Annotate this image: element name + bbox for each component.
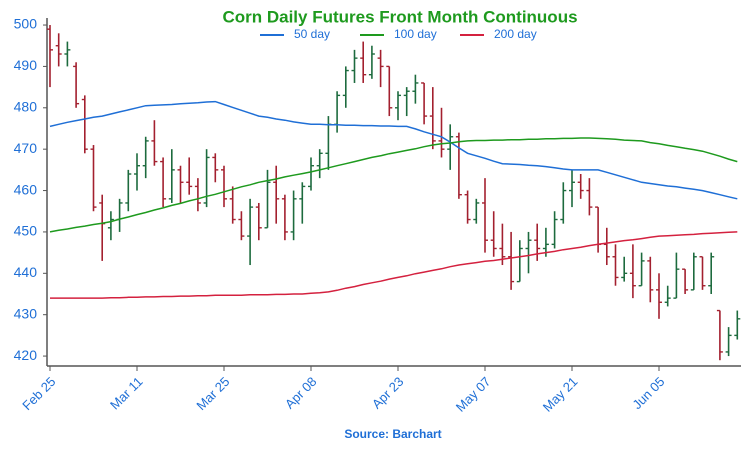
y-tick-label: 500 xyxy=(14,16,38,32)
chart-title: Corn Daily Futures Front Month Continuou… xyxy=(222,7,577,26)
ma-line xyxy=(50,231,738,299)
y-tick-label: 460 xyxy=(14,181,38,197)
ma-line xyxy=(49,100,738,200)
x-tick-label: May 21 xyxy=(540,374,581,415)
x-tick-label: Feb 25 xyxy=(19,374,58,413)
source: Source: Barchart xyxy=(344,427,441,441)
y-tick-label: 430 xyxy=(14,305,38,321)
y-tick-label: 490 xyxy=(14,57,38,73)
y-tick-label: 440 xyxy=(14,264,38,280)
x-tick-label: Mar 25 xyxy=(193,374,232,413)
x-tick-label: Apr 08 xyxy=(282,374,320,412)
legend-label: 50 day xyxy=(294,27,330,41)
y-tick-label: 450 xyxy=(14,223,38,239)
x-tick-label: Apr 23 xyxy=(369,374,407,412)
x-tick-label: May 07 xyxy=(453,374,494,415)
y-tick-label: 480 xyxy=(14,98,38,114)
x-tick-label: Jun 05 xyxy=(629,374,667,412)
y-tick-label: 470 xyxy=(14,140,38,156)
x-tick-label: Mar 11 xyxy=(107,374,146,413)
y-tick-label: 420 xyxy=(14,347,38,363)
legend-label: 100 day xyxy=(394,27,437,41)
ma-line xyxy=(49,137,738,233)
legend-label: 200 day xyxy=(494,27,537,41)
